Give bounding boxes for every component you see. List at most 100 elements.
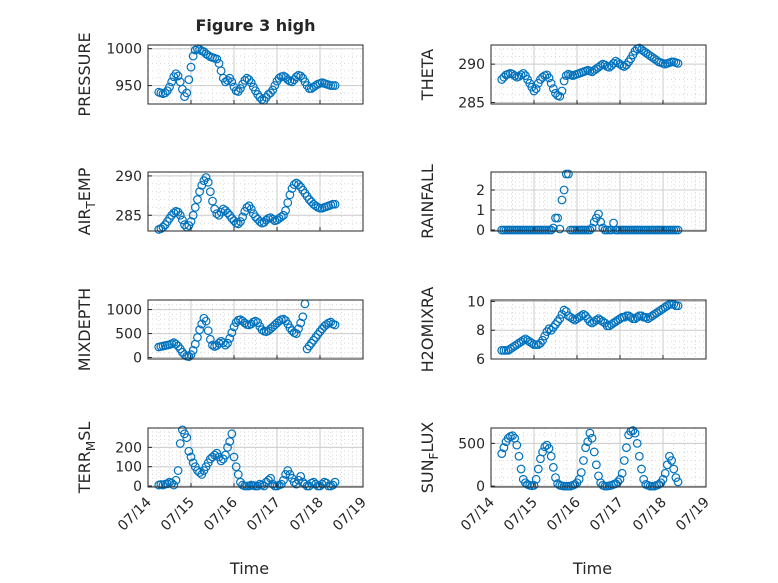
data-point xyxy=(516,70,526,80)
x-tick-label: 07/14 xyxy=(115,494,155,534)
data-point xyxy=(190,45,200,55)
data-point xyxy=(246,78,256,88)
data-point xyxy=(660,468,670,478)
data-point xyxy=(190,202,200,212)
data-point xyxy=(214,338,224,348)
axes-box xyxy=(490,299,707,360)
data-point xyxy=(236,217,245,226)
data-point xyxy=(598,223,608,233)
data-point xyxy=(516,464,526,474)
data-point xyxy=(564,169,573,179)
subplot-5: 0 500 1000 MIXDEPTH xyxy=(75,288,364,371)
data-point xyxy=(330,199,340,209)
data-point xyxy=(285,323,295,333)
axes-box xyxy=(147,171,364,232)
data-point xyxy=(201,173,211,182)
y-tick-label: 8 xyxy=(476,323,485,339)
subplot-6: 6 8 10 H2OMIXRA xyxy=(418,287,707,372)
data-point xyxy=(540,331,550,341)
y-axis-label: SUNFLUX xyxy=(418,422,441,494)
data-point xyxy=(229,322,239,332)
data-point xyxy=(171,339,181,349)
data-point xyxy=(529,86,539,96)
data-point xyxy=(208,340,217,350)
data-point xyxy=(548,84,558,94)
data-point xyxy=(203,326,213,336)
data-point xyxy=(229,452,239,462)
data-point xyxy=(330,320,340,330)
data-point xyxy=(274,316,284,326)
data-point xyxy=(622,443,631,453)
data-point xyxy=(533,464,543,474)
x-tick-label: 07/19 xyxy=(673,495,713,535)
data-point xyxy=(527,338,537,348)
data-point xyxy=(261,215,271,225)
data-point xyxy=(561,307,571,316)
data-point xyxy=(313,330,323,339)
data-point xyxy=(238,212,248,222)
x-tick-label: 07/17 xyxy=(587,495,627,535)
data-point xyxy=(555,91,565,101)
subplot-8: 0 500 07/14 07/15 07/16 07/17 07/18 07/19 SUNFLU… xyxy=(418,422,713,535)
data-point xyxy=(231,462,241,472)
data-point xyxy=(184,352,194,362)
data-point xyxy=(551,320,560,329)
data-point xyxy=(223,208,232,218)
data-point xyxy=(613,477,623,487)
data-point xyxy=(641,312,651,322)
data-point xyxy=(317,479,327,489)
data-point xyxy=(615,59,625,69)
y-tick-label: 285 xyxy=(458,95,485,111)
data-point xyxy=(186,62,196,72)
data-point xyxy=(257,325,267,335)
data-point xyxy=(669,299,679,309)
data-point xyxy=(561,71,571,81)
data-point xyxy=(186,217,196,226)
data-point xyxy=(529,480,539,490)
data-point xyxy=(169,480,179,490)
data-point xyxy=(585,225,595,235)
data-point xyxy=(195,468,205,477)
data-point xyxy=(546,78,556,88)
axes-box xyxy=(147,299,364,360)
data-point xyxy=(600,60,610,70)
subplot-4: 0 1 2 RAINFALL xyxy=(418,164,707,239)
data-point xyxy=(233,470,243,479)
data-point xyxy=(514,451,524,461)
data-point xyxy=(220,450,230,460)
data-point xyxy=(559,185,569,195)
data-point xyxy=(205,334,215,344)
x-axis-label-left: Time xyxy=(229,559,269,578)
data-point xyxy=(160,88,170,98)
data-point xyxy=(210,450,220,460)
y-tick-label: 500 xyxy=(115,327,142,343)
data-point xyxy=(596,61,606,71)
x-tick-label: 07/18 xyxy=(287,495,327,535)
data-point xyxy=(673,477,683,487)
data-point xyxy=(587,223,597,233)
data-point xyxy=(279,475,288,485)
data-point xyxy=(186,452,196,462)
axes-box xyxy=(490,171,707,232)
data-point xyxy=(503,433,513,443)
data-point xyxy=(632,438,642,448)
data-point xyxy=(287,77,297,87)
y-tick-label: 10 xyxy=(467,294,485,310)
data-point xyxy=(223,442,232,452)
data-point xyxy=(220,340,230,350)
y-tick-label: 0 xyxy=(476,223,485,239)
y-tick-label: 2 xyxy=(476,183,485,199)
data-point xyxy=(581,443,590,453)
data-point xyxy=(233,219,243,229)
data-point xyxy=(548,322,558,332)
data-point xyxy=(296,471,306,481)
data-point xyxy=(227,429,237,439)
data-point xyxy=(315,327,325,337)
data-point xyxy=(218,338,228,348)
subplot-2: 285 290 THETA xyxy=(418,43,707,111)
data-point xyxy=(546,325,556,335)
data-point xyxy=(557,86,567,96)
data-point xyxy=(175,439,185,448)
data-point xyxy=(548,223,558,233)
